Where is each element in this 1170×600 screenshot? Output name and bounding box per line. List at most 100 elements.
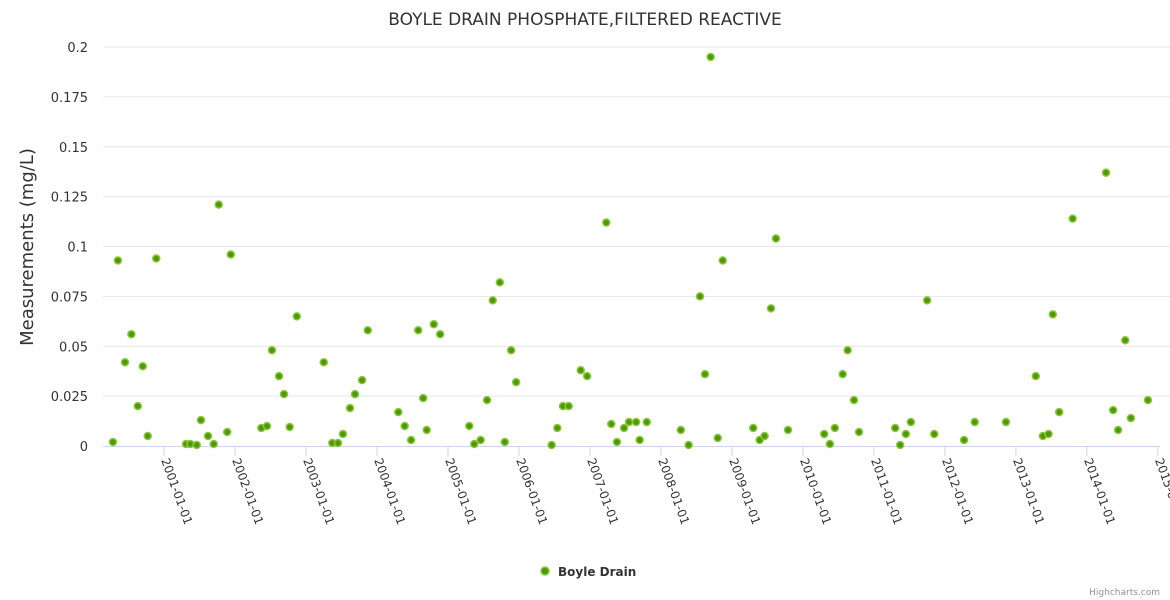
data-point[interactable] bbox=[113, 256, 123, 265]
data-point[interactable] bbox=[695, 292, 705, 301]
data-point[interactable] bbox=[1101, 168, 1111, 177]
data-point[interactable] bbox=[133, 401, 143, 411]
data-point[interactable] bbox=[209, 439, 218, 449]
data-point[interactable] bbox=[357, 375, 367, 385]
data-point[interactable] bbox=[624, 417, 634, 427]
data-point[interactable] bbox=[619, 423, 629, 433]
data-point[interactable] bbox=[138, 361, 148, 371]
data-point[interactable] bbox=[602, 218, 611, 227]
data-point[interactable] bbox=[748, 423, 758, 433]
data-point[interactable] bbox=[766, 304, 776, 313]
data-point[interactable] bbox=[470, 439, 479, 449]
data-point[interactable] bbox=[226, 250, 236, 259]
data-point[interactable] bbox=[849, 395, 859, 405]
data-point[interactable] bbox=[400, 421, 409, 431]
data-point[interactable] bbox=[1044, 429, 1053, 439]
data-point[interactable] bbox=[676, 425, 686, 435]
data-point[interactable] bbox=[612, 437, 622, 447]
data-point[interactable] bbox=[511, 377, 521, 387]
data-point[interactable] bbox=[435, 330, 445, 339]
data-point[interactable] bbox=[901, 429, 911, 439]
data-point[interactable] bbox=[771, 234, 781, 243]
data-point[interactable] bbox=[418, 393, 428, 403]
chart-title: BOYLE DRAIN PHOSPHATE,FILTERED REACTIVE bbox=[388, 10, 782, 30]
data-point[interactable] bbox=[906, 417, 916, 427]
data-point[interactable] bbox=[1113, 425, 1123, 435]
data-point[interactable] bbox=[1126, 413, 1136, 423]
data-point[interactable] bbox=[1120, 336, 1130, 345]
data-point[interactable] bbox=[192, 440, 201, 450]
data-point[interactable] bbox=[476, 435, 485, 445]
data-point[interactable] bbox=[333, 438, 343, 448]
data-point[interactable] bbox=[970, 417, 979, 427]
data-point[interactable] bbox=[1143, 395, 1153, 405]
data-point[interactable] bbox=[292, 312, 302, 321]
data-point[interactable] bbox=[222, 427, 232, 437]
data-point[interactable] bbox=[684, 440, 693, 450]
data-point[interactable] bbox=[547, 440, 556, 450]
data-point[interactable] bbox=[959, 435, 969, 445]
data-point[interactable] bbox=[1031, 371, 1041, 381]
data-point[interactable] bbox=[713, 433, 722, 443]
data-point[interactable] bbox=[1001, 417, 1011, 427]
data-point[interactable] bbox=[635, 435, 644, 445]
data-point[interactable] bbox=[506, 345, 516, 355]
data-point[interactable] bbox=[413, 326, 423, 335]
data-point[interactable] bbox=[214, 200, 223, 209]
data-point[interactable] bbox=[267, 345, 277, 355]
data-point[interactable] bbox=[830, 423, 840, 433]
data-point[interactable] bbox=[350, 389, 360, 399]
credits-link[interactable]: Highcharts.com bbox=[1089, 588, 1160, 598]
data-point[interactable] bbox=[895, 440, 905, 450]
data-point[interactable] bbox=[760, 431, 769, 441]
data-point[interactable] bbox=[825, 439, 835, 449]
data-point[interactable] bbox=[406, 435, 416, 445]
data-point[interactable] bbox=[500, 437, 510, 447]
data-point[interactable] bbox=[607, 419, 616, 429]
data-point[interactable] bbox=[700, 369, 710, 379]
data-point[interactable] bbox=[285, 422, 294, 432]
legend-item-boyle-drain[interactable]: Boyle Drain bbox=[540, 565, 636, 579]
data-point[interactable] bbox=[151, 254, 161, 263]
data-point[interactable] bbox=[120, 357, 130, 367]
data-point[interactable] bbox=[429, 320, 439, 329]
data-point[interactable] bbox=[930, 429, 939, 439]
data-point[interactable] bbox=[345, 403, 355, 413]
data-point[interactable] bbox=[203, 431, 213, 441]
data-point[interactable] bbox=[1068, 214, 1077, 223]
data-point[interactable] bbox=[262, 421, 272, 431]
data-point[interactable] bbox=[890, 423, 900, 433]
data-point[interactable] bbox=[564, 401, 573, 411]
data-point[interactable] bbox=[783, 425, 793, 435]
data-point[interactable] bbox=[394, 407, 403, 417]
data-point[interactable] bbox=[1054, 407, 1064, 417]
data-point[interactable] bbox=[854, 427, 864, 437]
data-point[interactable] bbox=[279, 389, 289, 399]
data-point[interactable] bbox=[338, 429, 348, 439]
data-point[interactable] bbox=[143, 431, 152, 441]
data-point[interactable] bbox=[706, 52, 715, 62]
data-point[interactable] bbox=[718, 256, 727, 265]
data-point[interactable] bbox=[422, 425, 431, 435]
data-point[interactable] bbox=[582, 371, 592, 381]
data-point[interactable] bbox=[108, 437, 118, 447]
data-point[interactable] bbox=[922, 296, 932, 305]
data-point[interactable] bbox=[319, 357, 329, 367]
data-point[interactable] bbox=[465, 421, 474, 431]
data-point[interactable] bbox=[488, 296, 497, 305]
data-point[interactable] bbox=[553, 423, 562, 433]
data-point[interactable] bbox=[127, 330, 136, 339]
data-point[interactable] bbox=[274, 371, 284, 381]
data-point[interactable] bbox=[495, 278, 505, 287]
data-point[interactable] bbox=[838, 369, 847, 379]
data-point[interactable] bbox=[196, 415, 206, 425]
data-point[interactable] bbox=[843, 345, 852, 355]
data-point[interactable] bbox=[482, 395, 492, 405]
data-point[interactable] bbox=[819, 429, 829, 439]
data-point[interactable] bbox=[631, 417, 641, 427]
data-point[interactable] bbox=[1108, 405, 1118, 415]
data-point[interactable] bbox=[576, 365, 585, 375]
data-point[interactable] bbox=[1048, 310, 1058, 319]
data-point[interactable] bbox=[363, 326, 373, 335]
data-point[interactable] bbox=[642, 417, 652, 427]
